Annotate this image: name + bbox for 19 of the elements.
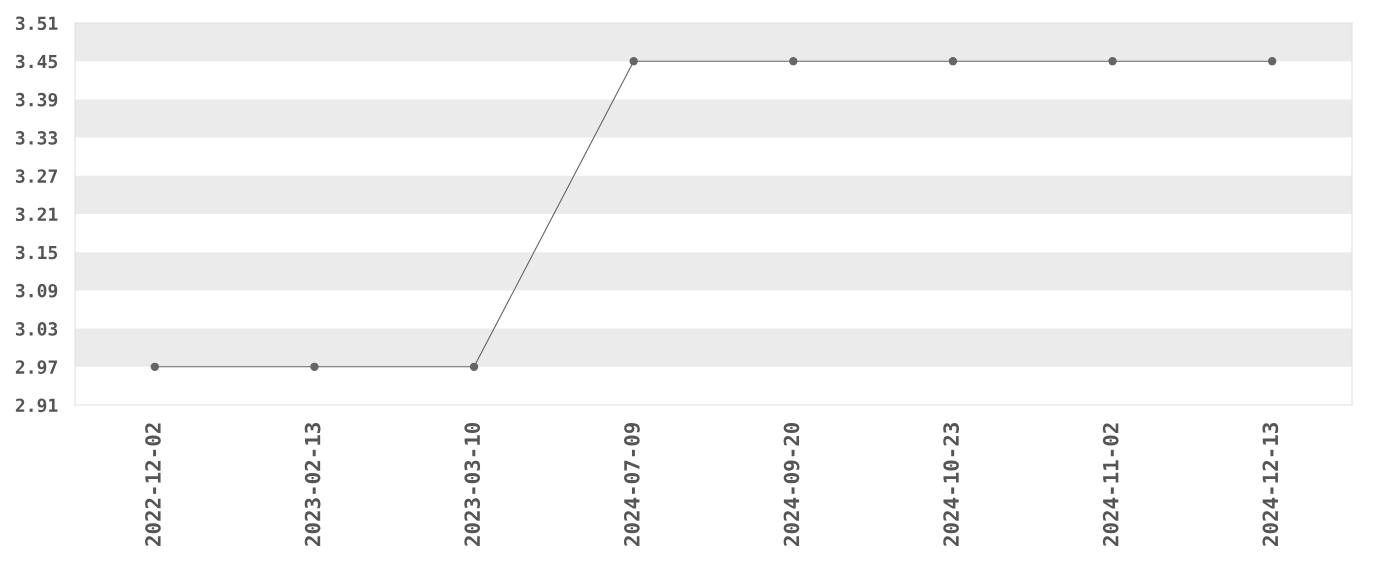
x-tick-label: 2024-10-23 — [943, 423, 959, 546]
y-tick-label: 2.91 — [15, 398, 58, 413]
x-tick-label: 2024-07-09 — [623, 422, 640, 546]
y-tick-label: 2.97 — [15, 360, 57, 374]
x-tick-label: 2023-03-10 — [464, 422, 481, 546]
y-tick-label: 3.51 — [15, 16, 58, 31]
y-tick-label: 3.27 — [15, 169, 57, 183]
y-tick-label: 3.33 — [15, 131, 58, 145]
y-tick-label: 3.45 — [15, 54, 58, 69]
x-tick-label: 2024-11-02 — [1102, 423, 1119, 546]
y-tick-label: 3.09 — [15, 283, 58, 298]
x-tick-label: 2022-12-02 — [145, 423, 161, 546]
x-tick-label: 2024-12-13 — [1262, 423, 1279, 546]
y-tick-label: 3.21 — [15, 207, 58, 222]
y-tick-label: 3.15 — [15, 245, 58, 260]
y-tick-label: 3.39 — [15, 92, 58, 107]
x-tick-label: 2024-09-20 — [783, 422, 800, 546]
y-tick-label: 3.03 — [15, 322, 58, 336]
x-tick-label: 2023-02-13 — [304, 423, 321, 546]
